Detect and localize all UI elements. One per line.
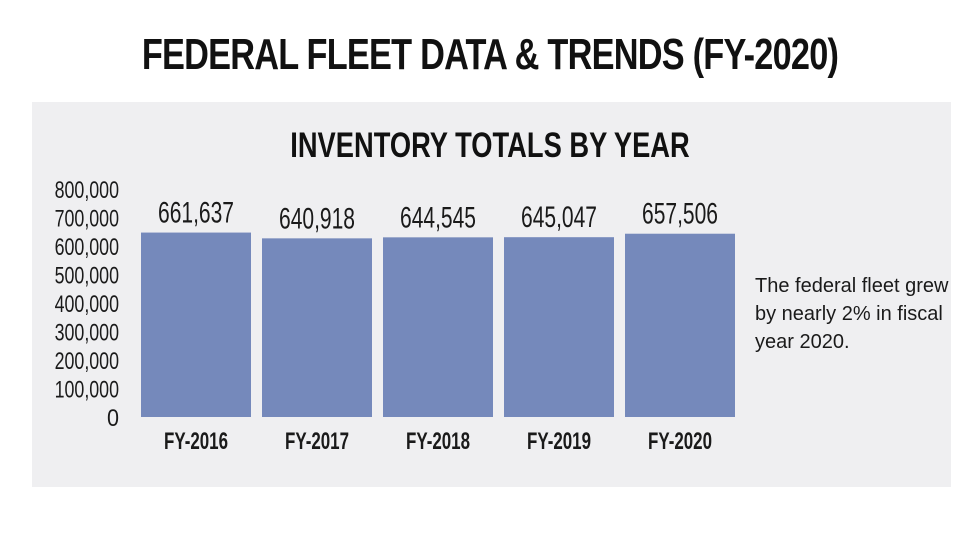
x-tick-label: FY-2017 (285, 428, 349, 455)
value-label: 645,047 (521, 201, 597, 234)
value-label: 661,637 (158, 197, 234, 230)
value-labels: 661,637 640,918 644,545 645,047 657,506 (158, 197, 718, 236)
x-axis: FY-2016 FY-2017 FY-2018 FY-2019 FY-2020 (164, 428, 712, 455)
value-label: 657,506 (642, 198, 718, 231)
x-tick-label: FY-2016 (164, 428, 228, 455)
y-tick-label: 100,000 (55, 377, 119, 404)
y-tick-label: 500,000 (55, 263, 119, 290)
annotation-note: The federal fleet grew by nearly 2% in f… (755, 275, 949, 353)
bars (141, 232, 735, 417)
bar-fy-2020 (625, 233, 735, 417)
y-tick-label: 700,000 (55, 206, 119, 233)
y-axis: 0100,000200,000300,000400,000500,000600,… (55, 177, 119, 432)
x-tick-label: FY-2020 (648, 428, 712, 455)
bar-fy-2017 (262, 238, 372, 417)
x-tick-label: FY-2019 (527, 428, 591, 455)
y-tick-label: 300,000 (55, 320, 119, 347)
value-label: 640,918 (279, 202, 355, 235)
page-title: FEDERAL FLEET DATA & TRENDS (FY-2020) (141, 30, 839, 79)
y-tick-label: 200,000 (55, 348, 119, 375)
y-tick-label: 0 (107, 405, 119, 432)
y-tick-label: 800,000 (55, 177, 119, 204)
y-tick-label: 400,000 (55, 291, 119, 318)
bar-fy-2018 (383, 237, 493, 417)
bar-fy-2016 (141, 232, 251, 417)
bar-fy-2019 (504, 237, 614, 417)
x-tick-label: FY-2018 (406, 428, 470, 455)
y-tick-label: 600,000 (55, 234, 119, 261)
chart-title: INVENTORY TOTALS BY YEAR (290, 126, 690, 165)
value-label: 644,545 (400, 201, 476, 234)
